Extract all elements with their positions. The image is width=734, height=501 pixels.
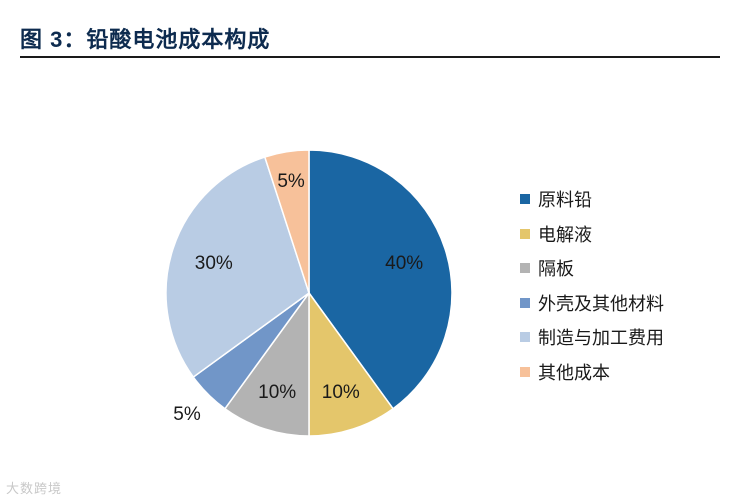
watermark-logo: 大数跨境 (6, 481, 63, 496)
legend-swatch (520, 366, 530, 377)
legend-swatch (520, 228, 530, 239)
legend-label: 电解液 (538, 224, 592, 245)
legend-swatch (520, 263, 530, 274)
pie-slice (263, 149, 310, 294)
pie-slice (223, 290, 310, 437)
slice-data-label: 5% (277, 171, 305, 192)
slice-data-label: 10% (322, 382, 360, 403)
legend-item: 制造与加工费用 (520, 320, 664, 355)
legend-label: 隔板 (538, 259, 574, 280)
slice-data-label: 5% (173, 404, 201, 425)
legend-swatch (520, 332, 530, 343)
legend-label: 外壳及其他材料 (538, 293, 664, 314)
legend-item: 电解液 (520, 217, 664, 252)
legend-item: 隔板 (520, 251, 664, 286)
legend-label: 原料铅 (538, 190, 592, 211)
legend-swatch (520, 194, 530, 205)
legend: 原料铅 电解液 隔板 外壳及其他材料 制造与加工费用 其他成本 (520, 182, 664, 389)
slice-data-label: 30% (195, 253, 233, 274)
legend-swatch (520, 297, 530, 308)
legend-item: 其他成本 (520, 355, 664, 390)
legend-label: 其他成本 (538, 362, 610, 383)
legend-item: 原料铅 (520, 182, 664, 217)
pie-slice (165, 156, 310, 379)
legend-item: 外壳及其他材料 (520, 286, 664, 321)
title-divider (20, 56, 720, 58)
slice-data-label: 40% (385, 253, 423, 274)
slice-data-label: 10% (258, 382, 296, 403)
pie-slice (308, 149, 453, 410)
legend-label: 制造与加工费用 (538, 328, 664, 349)
chart-title: 图 3：铅酸电池成本构成 (20, 27, 271, 52)
pie-slice (308, 290, 395, 437)
